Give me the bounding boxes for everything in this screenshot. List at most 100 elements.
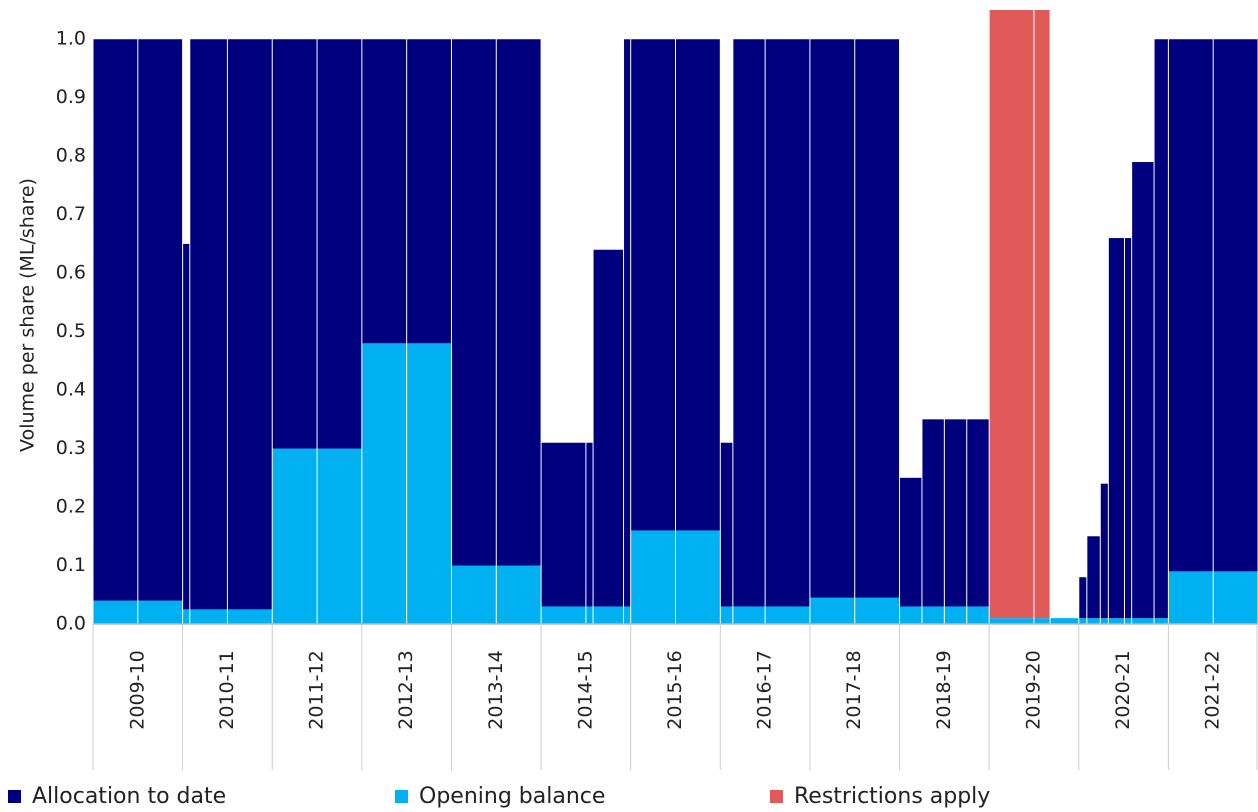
- x-tick-label: 2017-18: [843, 650, 865, 729]
- legend-label: Opening balance: [419, 784, 605, 809]
- bar-segment: [1087, 618, 1100, 624]
- x-tick-label: 2009-10: [126, 650, 148, 729]
- y-tick-label: 0.4: [56, 379, 86, 401]
- bar-segment: [1124, 618, 1132, 624]
- bar-segment: [1132, 162, 1154, 619]
- bar-segment: [1034, 618, 1050, 624]
- bar-segment: [733, 39, 765, 607]
- y-tick-label: 0.6: [56, 262, 86, 284]
- x-tick-label: 2019-20: [1022, 650, 1044, 729]
- bar-segment: [1108, 618, 1124, 624]
- bar-segment: [451, 565, 496, 624]
- y-tick-label: 0.7: [56, 203, 86, 225]
- bar-segment: [1079, 618, 1087, 624]
- bar-segment: [272, 448, 317, 624]
- bar-segment: [1213, 571, 1258, 624]
- bar-segment: [1100, 483, 1108, 619]
- bar-segment: [922, 606, 944, 624]
- bar-segment: [541, 442, 586, 607]
- bar-segment: [317, 448, 362, 624]
- bar-segment: [362, 39, 407, 344]
- bar-segment: [593, 249, 624, 607]
- y-tick-label: 0.8: [56, 145, 86, 167]
- bar-segment: [1154, 618, 1168, 624]
- y-tick-label: 0.0: [56, 613, 86, 635]
- bar-segment: [190, 609, 227, 624]
- y-tick-label: 0.3: [56, 437, 86, 459]
- bar-segment: [1034, 10, 1050, 619]
- bar-segment: [989, 618, 1034, 624]
- bar-segment: [451, 39, 496, 566]
- bar-segment: [1168, 39, 1213, 572]
- bar-segment: [944, 606, 967, 624]
- bar-segment: [1079, 577, 1087, 619]
- bar-segment: [676, 530, 720, 624]
- bar-segment: [624, 39, 631, 607]
- x-tick-label: 2010-11: [216, 650, 238, 729]
- bar-segment: [1050, 618, 1079, 624]
- bar-segment: [733, 606, 765, 624]
- bar-segment: [407, 39, 451, 344]
- x-tick-label: 2016-17: [754, 650, 776, 729]
- y-tick-label: 0.5: [56, 320, 86, 342]
- bar-segment: [190, 39, 227, 610]
- bar-segment: [93, 39, 138, 601]
- bar-segment: [183, 609, 190, 624]
- bar-segment: [855, 597, 900, 624]
- y-tick-label: 1.0: [56, 28, 86, 50]
- y-tick-label: 0.1: [56, 554, 86, 576]
- bar-segment: [496, 565, 541, 624]
- bar-segment: [855, 39, 900, 598]
- bar-segment: [586, 606, 593, 624]
- x-tick-label: 2020-21: [1112, 650, 1134, 729]
- bar-segment: [227, 39, 272, 610]
- bar-segment: [272, 39, 317, 449]
- bar-segment: [1213, 39, 1258, 572]
- bar-segment: [317, 39, 362, 449]
- bar-segment: [586, 442, 593, 607]
- bar-segment: [624, 606, 631, 624]
- bar-segment: [1168, 571, 1213, 624]
- bar-segment: [93, 600, 138, 624]
- bar-segment: [138, 39, 183, 601]
- bar-segment: [765, 39, 810, 607]
- bar-segment: [1132, 618, 1154, 624]
- bar-segment: [720, 606, 733, 624]
- bar-segment: [1100, 618, 1108, 624]
- x-tick-label: 2012-13: [395, 650, 417, 729]
- x-tick-label: 2011-12: [306, 650, 328, 729]
- legend-label: Restrictions apply: [794, 784, 990, 809]
- bar-segment: [1108, 238, 1124, 619]
- bar-segment: [900, 477, 922, 607]
- legend-swatch: [770, 790, 783, 803]
- bar-segment: [407, 343, 451, 624]
- bar-segment: [720, 442, 733, 607]
- bar-segment: [989, 10, 1034, 619]
- bar-segment: [183, 243, 190, 610]
- bar-segment: [138, 600, 183, 624]
- bar-segment: [227, 609, 272, 624]
- y-axis-label: Volume per share (ML/share): [17, 178, 39, 452]
- bar-segment: [676, 39, 720, 531]
- bar-segment: [593, 606, 624, 624]
- y-tick-label: 0.9: [56, 86, 86, 108]
- bar-segment: [810, 597, 855, 624]
- bar-segment: [810, 39, 855, 598]
- y-tick-label: 0.2: [56, 496, 86, 518]
- bar-segment: [1154, 39, 1168, 619]
- x-tick-label: 2013-14: [485, 650, 507, 729]
- bar-segment: [496, 39, 541, 566]
- legend-label: Allocation to date: [32, 784, 226, 809]
- bar-segment: [362, 343, 407, 624]
- bar-segment: [1124, 238, 1132, 619]
- bar-segment: [967, 606, 989, 624]
- x-tick-label: 2015-16: [664, 650, 686, 729]
- bar-segment: [967, 419, 989, 607]
- bar-segment: [944, 419, 967, 607]
- legend-swatch: [8, 790, 21, 803]
- bar-segment: [765, 606, 810, 624]
- x-tick-label: 2014-15: [574, 650, 596, 729]
- bar-segment: [900, 606, 922, 624]
- x-tick-label: 2018-19: [933, 650, 955, 729]
- x-tick-label: 2021-22: [1202, 650, 1224, 729]
